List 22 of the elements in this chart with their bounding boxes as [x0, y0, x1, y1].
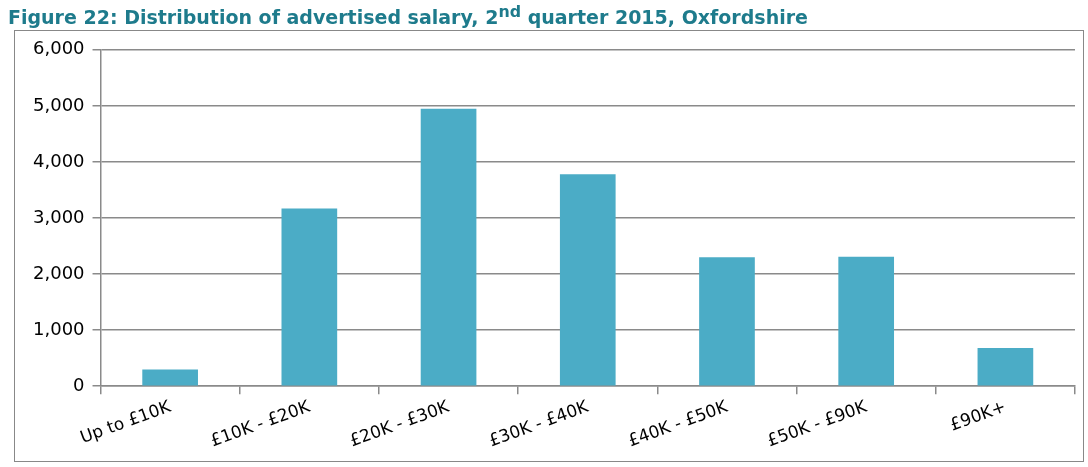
x-tick-label: Up to £10K: [77, 395, 174, 448]
x-tick-label: £30K - £40K: [485, 395, 592, 451]
y-tick-label: 1,000: [33, 317, 85, 339]
x-tick-label: £90K+: [947, 395, 1009, 435]
bar: [420, 108, 477, 386]
x-tick-label: £10K - £20K: [207, 395, 314, 451]
x-tick-label: £40K - £50K: [625, 395, 731, 451]
y-tick-label: 6,000: [33, 37, 85, 59]
y-tick-label: 3,000: [33, 205, 85, 227]
bar: [699, 257, 755, 386]
x-tick-label: £20K - £30K: [346, 395, 453, 451]
x-tick-label: £50K - £90K: [764, 395, 870, 451]
bar: [838, 256, 895, 386]
bar: [977, 348, 1034, 386]
bar: [281, 208, 338, 386]
y-tick-label: 5,000: [33, 93, 85, 115]
y-tick-label: 0: [73, 373, 85, 395]
y-tick-label: 2,000: [33, 261, 85, 283]
bar: [559, 174, 616, 386]
chart-title: Figure 22: Distribution of advertised salary, 2$^{nd}$ quarter 2015, Oxfordshire: [8, 2, 808, 29]
y-tick-label: 4,000: [33, 149, 85, 171]
bar: [142, 369, 198, 386]
